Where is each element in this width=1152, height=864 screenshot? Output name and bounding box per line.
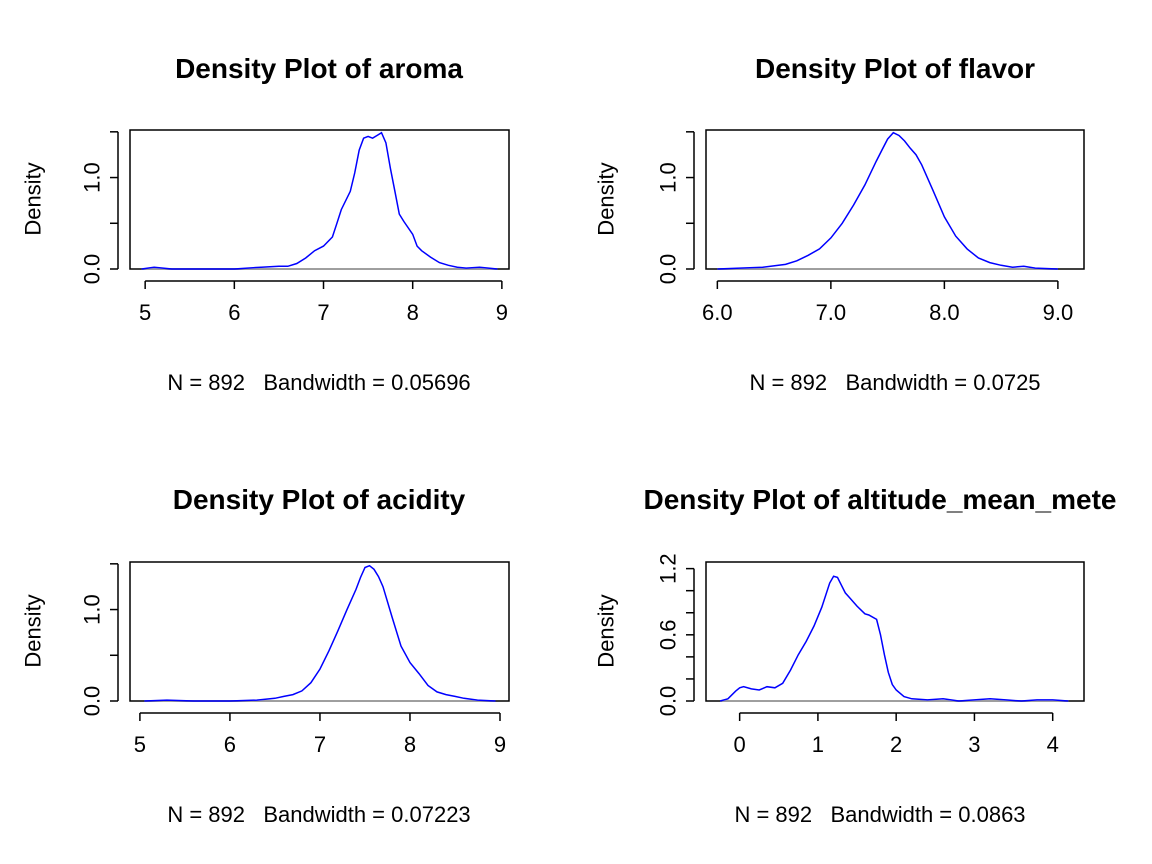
y-tick-label: 0.6	[656, 620, 681, 651]
y-tick-label: 1.0	[80, 162, 105, 193]
x-tick-label: 3	[968, 732, 980, 757]
y-tick-label: 0.0	[656, 254, 681, 285]
x-tick-label: 9.0	[1043, 300, 1074, 325]
chart-title: Density Plot of altitude_mean_mete	[643, 484, 1116, 515]
x-tick-label: 6.0	[702, 300, 733, 325]
y-tick-label: 1.0	[80, 594, 105, 625]
density-curve	[717, 131, 1058, 270]
x-tick-label: 6	[224, 732, 236, 757]
chart-title: Density Plot of flavor	[755, 53, 1035, 84]
x-tick-label: 7	[317, 300, 329, 325]
x-tick-label: 4	[1047, 732, 1059, 757]
density-panel-4: Density Plot of altitude_mean_mete 0 1 2 3 4 0…	[594, 484, 1117, 827]
x-axis-label: N = 892 Bandwidth = 0.05696	[167, 370, 470, 395]
x-tick-label: 1	[812, 732, 824, 757]
x-tick-label: 9	[496, 300, 508, 325]
plot-frame	[705, 129, 1085, 270]
density-panel-3: Density Plot of acidity 5 6 7 8 9 0.0 1.0 N = 89…	[21, 484, 510, 827]
chart-title: Density Plot of aroma	[175, 53, 463, 84]
x-tick-label: 2	[890, 732, 902, 757]
x-tick-label: 7	[314, 732, 326, 757]
y-tick-label: 1.2	[656, 553, 681, 584]
density-panel-2: Density Plot of flavor 6.0 7.0 8.0 9.0 0.0 1.0…	[594, 53, 1085, 395]
density-panel-1: Density Plot of aroma 5 6 7 8 9 0.0 1.0 N = 892 …	[21, 53, 510, 395]
y-tick-label: 1.0	[656, 162, 681, 193]
y-axis-label: Density	[594, 162, 619, 235]
density-curve	[719, 575, 1069, 702]
y-axis-label: Density	[594, 594, 619, 667]
x-tick-label: 0	[734, 732, 746, 757]
x-tick-label: 8	[407, 300, 419, 325]
x-axis-label: N = 892 Bandwidth = 0.07223	[167, 802, 470, 827]
x-tick-label: 8.0	[929, 300, 960, 325]
x-tick-label: 5	[134, 732, 146, 757]
plot-frame	[705, 561, 1085, 702]
x-axis-label: N = 892 Bandwidth = 0.0725	[749, 370, 1040, 395]
x-tick-label: 6	[228, 300, 240, 325]
x-tick-label: 5	[139, 300, 151, 325]
x-tick-label: 8	[404, 732, 416, 757]
y-axis-label: Density	[21, 162, 46, 235]
y-axis-label: Density	[21, 594, 46, 667]
y-tick-label: 0.0	[80, 686, 105, 717]
x-tick-label: 7.0	[816, 300, 847, 325]
x-tick-label: 9	[494, 732, 506, 757]
density-curve	[144, 564, 496, 702]
chart-title: Density Plot of acidity	[173, 484, 466, 515]
x-axis-label: N = 892 Bandwidth = 0.0863	[734, 802, 1025, 827]
plot-frame	[129, 561, 510, 702]
density-curve	[141, 131, 498, 270]
y-tick-label: 0.0	[80, 254, 105, 285]
y-tick-label: 0.0	[656, 686, 681, 717]
